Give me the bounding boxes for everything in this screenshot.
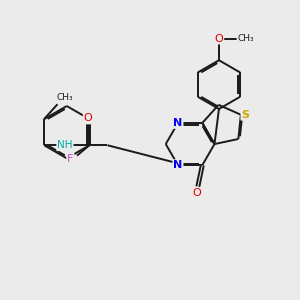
Text: S: S (241, 110, 249, 120)
Text: F: F (67, 154, 74, 164)
Text: NH: NH (57, 140, 73, 150)
Text: CH₃: CH₃ (57, 93, 73, 102)
Text: CH₃: CH₃ (237, 34, 254, 43)
Text: O: O (84, 113, 92, 124)
Text: N: N (173, 160, 183, 170)
Text: O: O (214, 34, 223, 44)
Text: O: O (192, 188, 201, 198)
Text: N: N (173, 118, 183, 128)
